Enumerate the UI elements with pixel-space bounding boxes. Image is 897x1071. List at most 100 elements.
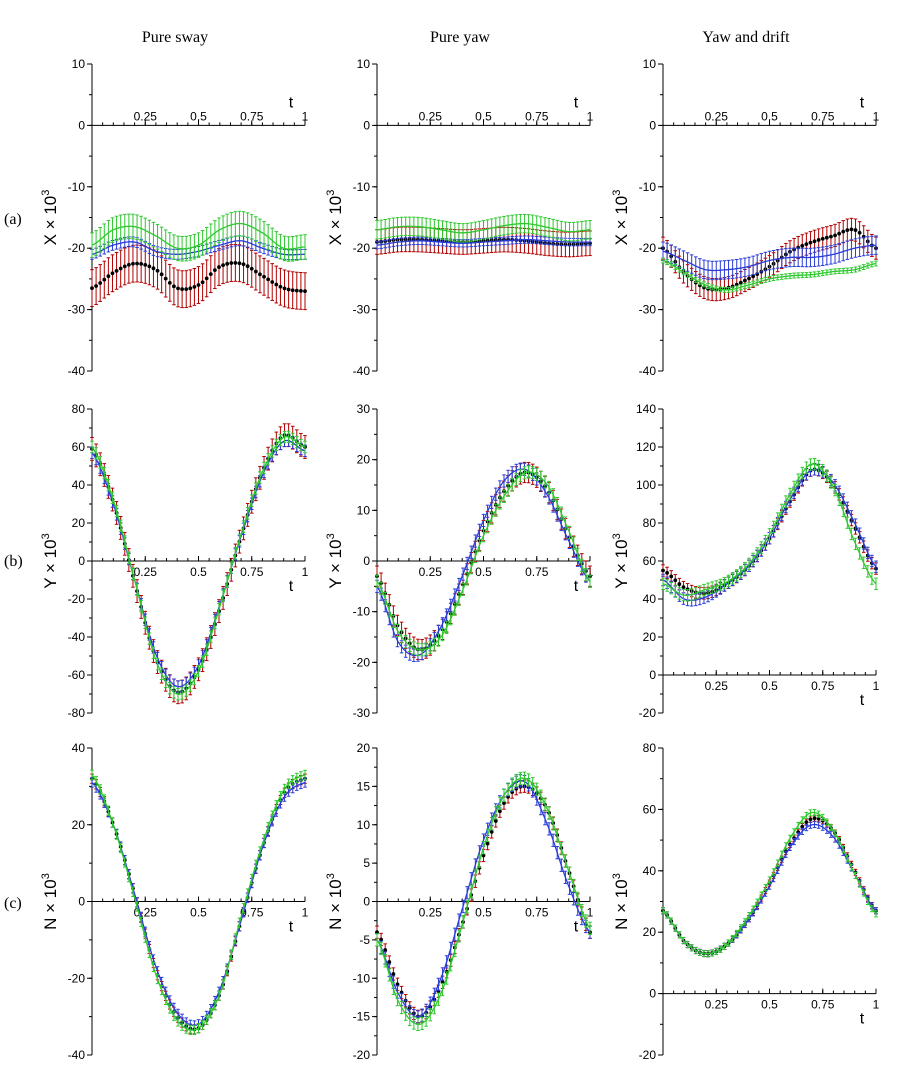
x-tick-label: 0.75 <box>240 565 264 579</box>
data-point <box>208 272 213 277</box>
y-tick-label: 20 <box>643 630 657 644</box>
x-tick-label: 0.25 <box>705 109 729 123</box>
data-point <box>845 228 850 232</box>
row-label-a: (a) <box>4 211 22 228</box>
data-point <box>192 285 197 289</box>
y-tick-label: 40 <box>72 741 86 755</box>
series-green_series <box>90 210 307 262</box>
y-tick-label: 120 <box>636 440 656 454</box>
x-tick-label: 0.5 <box>761 998 778 1012</box>
data-point <box>299 289 303 293</box>
data-point <box>481 853 486 858</box>
y-axis-label-exponent: 3 <box>611 190 623 196</box>
data-point <box>110 271 115 276</box>
y-tick-label: 0 <box>363 118 370 132</box>
x-tick-label: 0.5 <box>475 906 492 920</box>
series-blue_series <box>375 462 592 662</box>
x-tick-label: 0.5 <box>761 109 778 123</box>
y-tick-label: -20 <box>68 971 86 985</box>
data-point <box>102 277 107 282</box>
x-tick-label: 0.25 <box>134 109 158 123</box>
data-point <box>841 229 846 234</box>
x-axis-label: t <box>289 919 294 936</box>
y-tick-label: -20 <box>68 592 86 606</box>
data-point <box>122 264 127 269</box>
series-black_series <box>90 773 307 1035</box>
series-line <box>376 777 591 1026</box>
x-tick-label: 0.75 <box>811 679 835 693</box>
data-point <box>853 228 858 232</box>
data-point <box>673 578 678 583</box>
series-blue_series <box>90 434 307 693</box>
x-tick-label: 0.25 <box>419 565 443 579</box>
y-axis-label-exponent: 3 <box>40 190 52 196</box>
data-point <box>270 280 275 284</box>
y-tick-label: 60 <box>643 802 657 816</box>
series-line <box>91 781 306 1027</box>
data-point <box>833 233 837 238</box>
series-green_series <box>90 430 307 701</box>
data-point <box>217 265 221 269</box>
x-tick-label: 0.75 <box>240 109 264 123</box>
data-point <box>233 260 238 265</box>
data-point <box>808 240 813 245</box>
y-tick-label: -40 <box>68 1048 86 1062</box>
y-tick-label: 0 <box>363 554 370 568</box>
series-line <box>376 468 591 657</box>
y-tick-label: 40 <box>643 864 657 878</box>
x-tick-label: 0.25 <box>705 998 729 1012</box>
data-point <box>837 231 842 236</box>
data-point <box>379 937 383 942</box>
row-label-b: (b) <box>4 553 23 570</box>
y-tick-label: 0 <box>649 668 656 682</box>
y-tick-label: 20 <box>357 453 371 467</box>
y-tick-label: 10 <box>72 57 86 71</box>
column-title-pure-sway: Pure sway <box>142 29 208 46</box>
panel-b-drift: 140 120 100 80 60 40 20 0 -20 0.25 0.5 0.75 1t Y × 10… <box>611 402 880 720</box>
data-point <box>274 282 279 287</box>
panel-a-yaw: 10 0 -10 -20 -30 -40 0.25 0.5 0.75 1t X × 103 <box>325 57 594 378</box>
data-point <box>180 287 185 292</box>
column-title-yaw-and-drift: Yaw and drift <box>702 29 790 46</box>
x-axis-label: t <box>574 578 579 595</box>
x-tick-label: 0.75 <box>811 109 835 123</box>
y-tick-label: 40 <box>643 592 657 606</box>
y-tick-label: 40 <box>72 478 86 492</box>
x-tick-label: 0.25 <box>705 679 729 693</box>
series-green_series <box>375 771 592 1032</box>
data-point <box>212 268 217 273</box>
data-point <box>489 830 494 834</box>
data-point <box>677 582 682 586</box>
series-line <box>662 244 877 272</box>
data-point <box>800 243 805 248</box>
y-tick-label: 60 <box>643 554 657 568</box>
series-green_series <box>661 257 878 293</box>
data-point <box>857 230 862 235</box>
x-tick-label: 1 <box>587 109 594 123</box>
data-point <box>294 288 299 293</box>
panel-a-sway: 10 0 -10 -20 -30 -40 0.25 0.5 0.75 1t X × 103 <box>40 57 309 378</box>
data-point <box>204 276 209 281</box>
y-tick-label: -10 <box>68 180 86 194</box>
y-tick-label: -20 <box>639 1048 657 1062</box>
y-tick-label: -20 <box>639 706 657 720</box>
x-tick-label: 0.5 <box>761 679 778 693</box>
y-axis-label-exponent: 3 <box>325 873 337 879</box>
data-point <box>176 286 180 291</box>
data-point <box>229 261 234 265</box>
y-tick-label: 0 <box>78 554 85 568</box>
x-tick-label: 1 <box>873 679 880 693</box>
series-line <box>376 238 590 246</box>
y-tick-label: 20 <box>72 516 86 530</box>
series-line <box>91 435 306 695</box>
y-axis-label: N × 103 <box>325 873 345 930</box>
y-tick-label: -30 <box>353 706 371 720</box>
y-tick-label: -60 <box>68 668 86 682</box>
y-tick-label: 140 <box>636 402 656 416</box>
y-axis-label: Y × 103 <box>40 533 60 588</box>
series-green_series <box>661 458 878 602</box>
data-point <box>90 286 94 291</box>
data-point <box>147 264 152 269</box>
